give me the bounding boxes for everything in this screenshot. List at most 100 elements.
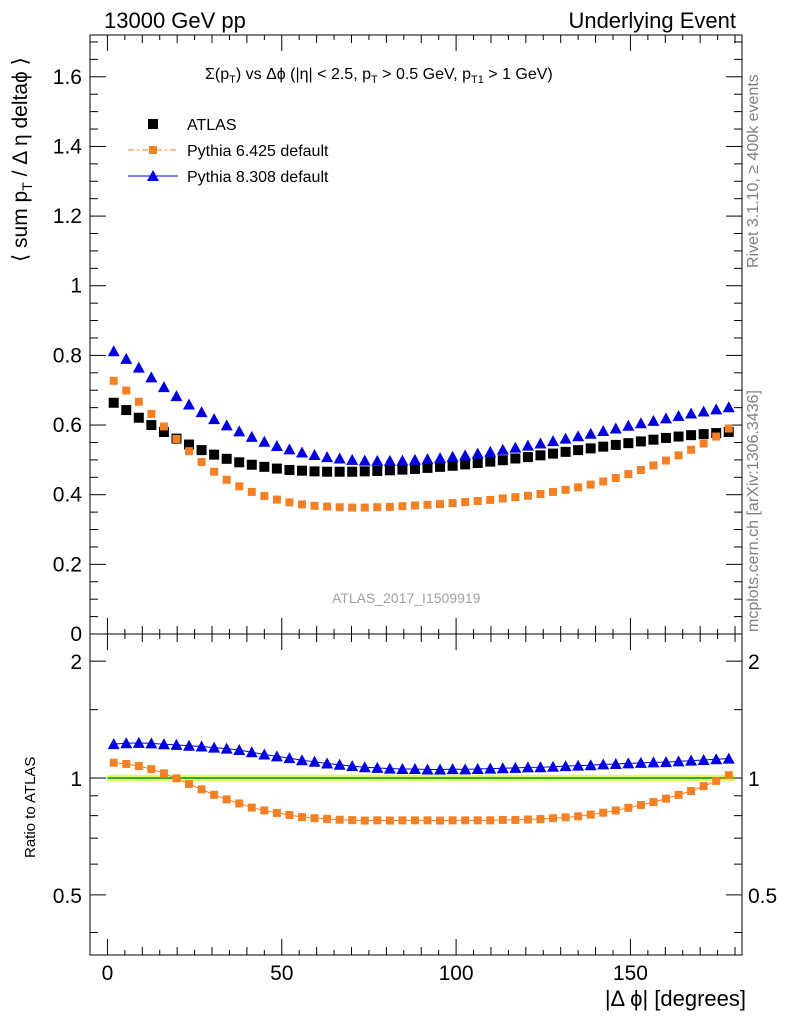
data-point [308,448,321,460]
data-point [183,398,196,410]
data-point [611,473,620,482]
data-point [208,413,221,425]
ratio-point [132,736,145,748]
ratio-point [486,816,495,825]
data-point [310,501,319,510]
ratio-point [622,757,635,769]
data-point [221,453,232,464]
ratio-point [448,816,457,825]
ratio-point [534,761,547,773]
data-point [373,503,382,512]
data-point [522,452,533,463]
ratio-point [323,814,332,823]
ratio-point [308,755,321,767]
data-point [159,422,168,431]
ratio-point [107,738,120,750]
data-point [285,498,294,507]
ratio-point [446,763,459,775]
ratio-tick-label-left: 1 [70,768,82,791]
ratio-point [283,752,296,764]
ratio-tick-label-right: 1 [748,768,760,791]
ratio-point [586,810,595,819]
data-point [321,451,334,463]
data-point [222,475,231,484]
ratio-point [521,761,534,773]
ratio-point [434,763,447,775]
ratio-point [611,806,620,815]
data-point [258,435,271,447]
data-point [523,491,532,500]
data-point [196,445,207,456]
data-point [295,446,308,458]
data-point [536,490,545,499]
data-point [246,459,257,470]
data-point [120,352,133,364]
ratio-point [724,771,733,780]
data-point [699,439,708,448]
data-point [145,371,158,383]
data-point [622,419,635,431]
plot-title: Σ(pT) vs Δϕ (|η| < 2.5, pT > 0.5 GeV, pT… [205,66,553,87]
data-point [220,419,233,431]
ratio-point [421,763,434,775]
chart-marks [107,345,735,825]
data-point [398,502,407,511]
data-point [647,414,660,426]
data-point [672,409,685,421]
data-point [383,454,396,466]
y-tick-label: 1.6 [53,66,82,89]
data-point [270,439,283,451]
ratio-point [120,737,133,749]
ratio-point [712,776,721,785]
ratio-point [358,761,371,773]
data-point [436,500,445,509]
x-tick-label: 50 [270,962,293,985]
ratio-point [346,760,359,772]
ratio-point [547,760,560,772]
ratio-point [185,780,194,789]
data-point [497,455,508,466]
ratio-point [498,815,507,824]
data-point [158,427,169,438]
y-tick-label: 1 [70,275,82,298]
data-point [210,467,219,476]
series-1 [109,376,733,512]
data-point [634,417,647,429]
data-point [122,386,131,395]
data-point [697,405,710,417]
ratio-point [484,762,497,774]
y-tick-label: 0 [70,623,82,646]
ratio-series-line [113,762,729,822]
data-point [471,447,484,459]
ratio-point [624,803,633,812]
data-point [296,465,307,476]
ratio-point [461,816,470,825]
data-point [385,502,394,511]
data-point [397,464,408,475]
data-point [624,470,633,479]
legend-marker [149,146,157,154]
ratio-point [697,753,710,765]
ratio-point [360,816,369,825]
ratio-point [398,816,407,825]
data-point [635,436,646,447]
ratio-point [383,762,396,774]
ratio-point [321,757,334,769]
x-tick-label: 0 [102,962,114,985]
data-point [636,465,645,474]
ratio-point [396,763,409,775]
ratio-point [574,812,583,821]
data-point [297,500,306,509]
ratio-point [647,756,660,768]
x-axis-label: |Δ ϕ| [degrees] [604,986,746,1011]
ratio-point [297,813,306,822]
header-energy-label: 13000 GeV pp [104,8,246,33]
data-point [446,450,459,462]
data-point [346,453,359,465]
ratio-point [247,803,256,812]
data-point [649,461,658,470]
ratio-point [197,785,206,794]
data-point [335,503,344,512]
y-axis-label-top: ⟨ sum pT / Δ η deltaϕ ⟩ [9,57,36,262]
data-point [435,461,446,472]
